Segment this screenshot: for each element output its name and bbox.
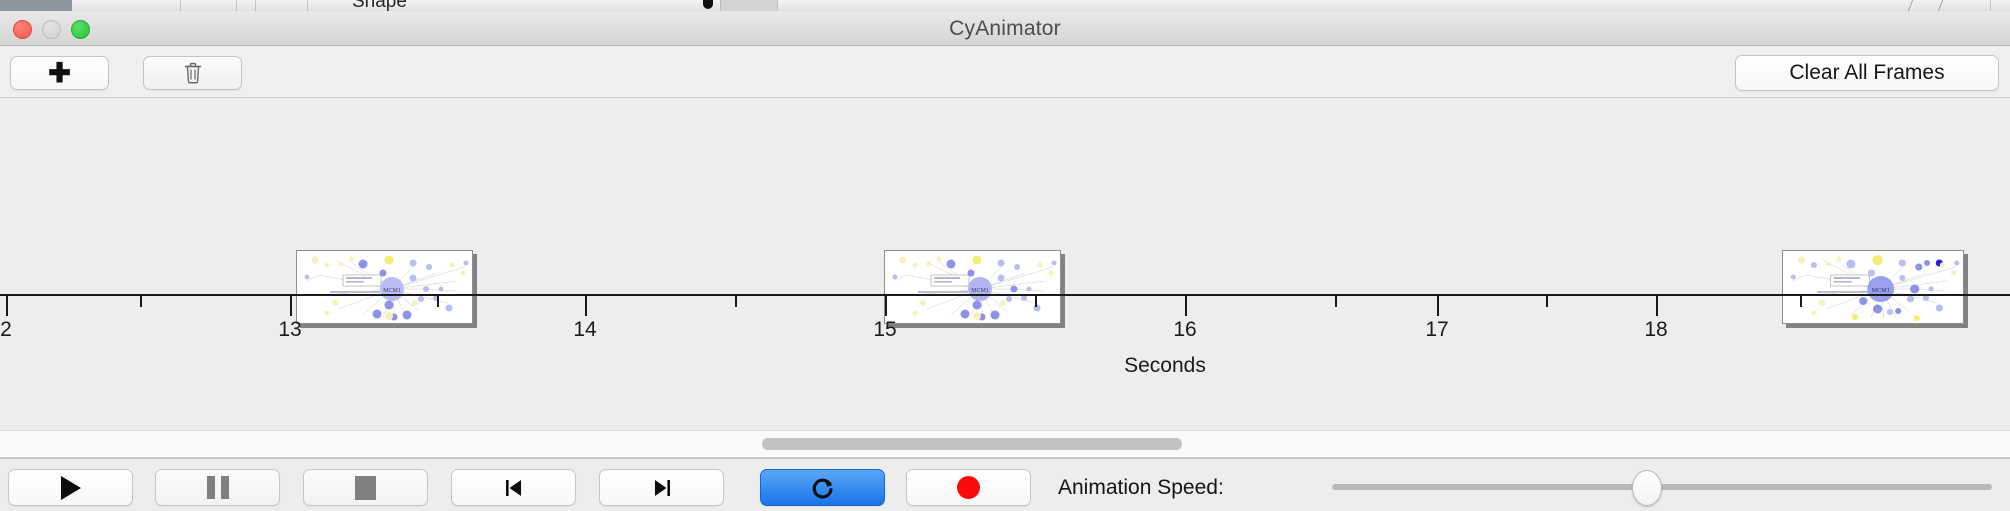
skip-forward-icon xyxy=(654,479,670,496)
ruler-tick-label: 16 xyxy=(1173,318,1197,341)
ruler-tick xyxy=(1800,296,1802,307)
play-icon xyxy=(60,475,81,500)
ruler-tick xyxy=(6,296,8,316)
background-seam xyxy=(307,0,308,11)
ruler-tick-label: 18 xyxy=(1644,318,1668,341)
network-graph-icon: MCM1 xyxy=(1790,255,1960,321)
ruler-tick xyxy=(437,296,439,307)
frame-thumbnail[interactable]: MCM1 xyxy=(296,250,473,324)
timeline-panel[interactable]: MCM1 xyxy=(0,98,2010,458)
clear-all-frames-label: Clear All Frames xyxy=(1789,61,1945,84)
background-box xyxy=(720,0,778,11)
background-seam xyxy=(180,0,181,11)
animation-speed-label: Animation Speed: xyxy=(1058,476,1224,499)
background-seam xyxy=(236,0,237,11)
ruler-tick xyxy=(290,296,292,316)
add-frame-button[interactable]: ✚ xyxy=(10,56,109,90)
ruler-tick-label: 14 xyxy=(573,318,597,341)
svg-text:MCM1: MCM1 xyxy=(383,288,401,294)
stop-button[interactable] xyxy=(303,469,428,506)
cyanimator-window: CyAnimator ✚ Clear All Frames xyxy=(0,11,2010,511)
background-slash xyxy=(1907,0,1914,11)
ruler-tick xyxy=(140,296,142,307)
pause-button[interactable] xyxy=(155,469,280,506)
ruler-tick xyxy=(1335,296,1337,307)
axis-title: Seconds xyxy=(0,354,2010,378)
toolbar: ✚ Clear All Frames xyxy=(0,46,2010,98)
background-marker xyxy=(703,0,713,9)
ruler-tick xyxy=(585,296,587,316)
close-button[interactable] xyxy=(13,20,32,39)
ruler-tick-label: 17 xyxy=(1425,318,1449,341)
next-frame-button[interactable] xyxy=(599,469,724,506)
frames-area: MCM1 xyxy=(0,98,2010,324)
background-tab-active xyxy=(0,0,72,11)
frame-thumbnail[interactable]: MCM1 xyxy=(884,250,1061,324)
background-slash xyxy=(1937,0,1944,11)
svg-text:MCM1: MCM1 xyxy=(971,288,989,294)
trash-icon xyxy=(184,62,201,84)
record-button[interactable] xyxy=(906,469,1031,506)
ruler-tick xyxy=(1035,296,1037,307)
network-thumbnail: MCM1 xyxy=(885,251,1060,323)
play-button[interactable] xyxy=(8,469,133,506)
timeline-scrollbar[interactable] xyxy=(0,430,2010,458)
titlebar[interactable]: CyAnimator xyxy=(0,11,2010,46)
loop-button[interactable] xyxy=(760,469,885,506)
ruler-tick xyxy=(1546,296,1548,307)
prev-frame-button[interactable] xyxy=(451,469,576,506)
ruler-tick xyxy=(735,296,737,307)
ruler-tick xyxy=(885,296,887,316)
scrollbar-thumb[interactable] xyxy=(762,438,1182,450)
ruler-baseline xyxy=(0,294,2010,296)
slider-thumb[interactable] xyxy=(1632,470,1662,506)
stop-icon xyxy=(355,475,376,500)
svg-text:MCM1: MCM1 xyxy=(1872,288,1890,294)
loop-icon xyxy=(812,478,833,499)
zoom-button[interactable] xyxy=(71,20,90,39)
pause-icon xyxy=(206,476,229,499)
animation-speed-slider[interactable] xyxy=(1332,470,1992,506)
skip-back-icon xyxy=(505,479,521,496)
record-icon xyxy=(957,476,980,499)
ruler-tick-label: 13 xyxy=(278,318,302,341)
delete-frame-button[interactable] xyxy=(143,56,242,90)
ruler-tick xyxy=(1437,296,1439,316)
ruler-tick xyxy=(1656,296,1658,316)
network-thumbnail: MCM1 xyxy=(1783,251,1963,323)
background-seam xyxy=(255,0,256,11)
playback-bar: Animation Speed: xyxy=(0,458,2010,511)
background-seam xyxy=(1990,0,1991,11)
timeline-ruler[interactable]: 2 13 14 15 16 17 18 Seconds xyxy=(0,294,2010,394)
ruler-tick xyxy=(1185,296,1187,316)
minimize-button[interactable] xyxy=(42,20,61,39)
window-title: CyAnimator xyxy=(949,17,1061,40)
ruler-tick-label: 2 xyxy=(0,318,12,341)
axis-title-label: Seconds xyxy=(1124,354,1206,377)
slider-track xyxy=(1332,484,1992,490)
frame-thumbnail[interactable]: MCM1 xyxy=(1782,250,1964,324)
background-window-label: Shape xyxy=(352,0,407,12)
window-controls xyxy=(13,20,90,39)
ruler-tick-label: 15 xyxy=(873,318,897,341)
clear-all-frames-button[interactable]: Clear All Frames xyxy=(1735,55,1999,91)
plus-icon: ✚ xyxy=(48,57,71,88)
